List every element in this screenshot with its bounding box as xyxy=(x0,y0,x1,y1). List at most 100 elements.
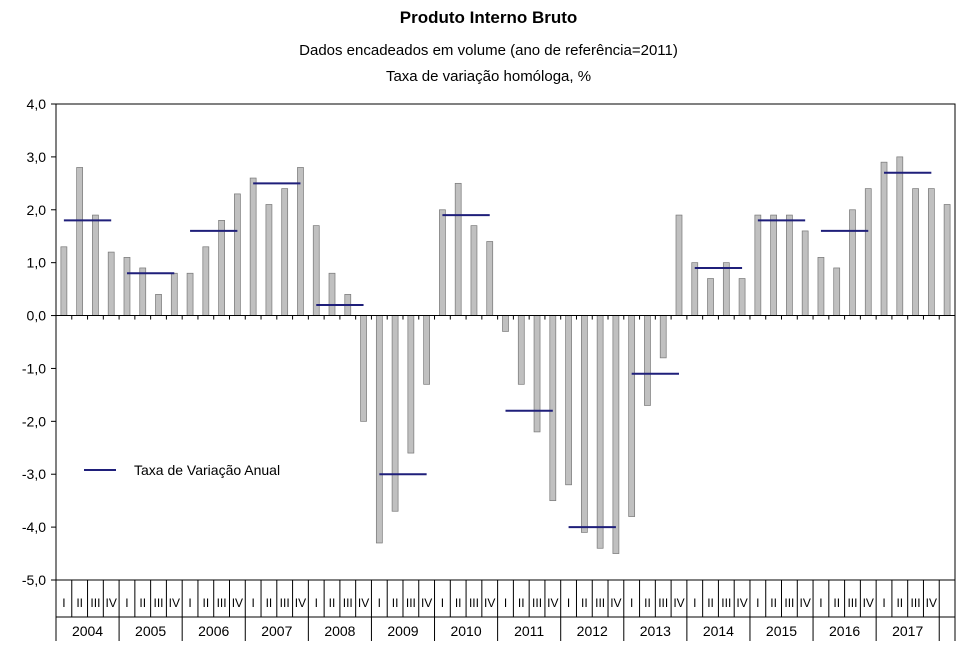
quarter-label: IV xyxy=(863,596,874,610)
bar-quarter-51 xyxy=(849,209,856,316)
bar-quarter-26 xyxy=(454,182,462,316)
bar-quarter-43 xyxy=(722,262,730,316)
quarter-label: II xyxy=(329,596,336,610)
bar-quarter-41 xyxy=(691,262,699,316)
y-tick-label: -1,0 xyxy=(22,360,46,376)
year-label-2011: 2011 xyxy=(514,623,544,639)
quarter-label: III xyxy=(280,596,290,610)
bar-quarter-40 xyxy=(675,214,683,316)
y-tick-label: 2,0 xyxy=(27,202,47,218)
quarter-label: III xyxy=(847,596,857,610)
bar-quarter-31 xyxy=(533,315,541,433)
bar-quarter-47 xyxy=(786,214,793,316)
quarter-label: I xyxy=(315,596,318,610)
year-label-2017: 2017 xyxy=(892,623,923,639)
bar-quarter-30 xyxy=(517,315,525,385)
quarter-label: IV xyxy=(799,596,810,610)
quarter-label: II xyxy=(833,596,840,610)
bar-quarter-37 xyxy=(628,315,636,517)
chart-subtitle: Dados encadeados em volume (ano de refer… xyxy=(299,42,678,59)
bar-quarter-27 xyxy=(470,225,478,316)
bar-quarter-42 xyxy=(707,278,714,316)
bar-quarter-56 xyxy=(927,188,935,316)
quarter-label: IV xyxy=(169,596,180,610)
bar-quarter-39 xyxy=(659,315,667,359)
quarter-label: III xyxy=(343,596,353,610)
bar-quarter-34 xyxy=(581,315,588,533)
quarter-label: IV xyxy=(484,596,495,610)
bar-quarter-44 xyxy=(738,278,746,316)
bar-quarter-45 xyxy=(754,214,762,316)
quarter-label: IV xyxy=(926,596,937,610)
quarter-label: II xyxy=(139,596,146,610)
y-tick-label: 3,0 xyxy=(27,149,47,165)
quarter-label: III xyxy=(532,596,542,610)
quarter-label: I xyxy=(251,596,254,610)
quarter-label: I xyxy=(62,596,65,610)
quarter-label: I xyxy=(441,596,444,610)
bar-quarter-53 xyxy=(880,161,888,316)
bar-quarter-18 xyxy=(328,272,336,316)
quarter-label: II xyxy=(644,596,651,610)
bar-quarter-35 xyxy=(596,315,604,549)
quarter-label: IV xyxy=(547,596,558,610)
quarter-label: II xyxy=(581,596,588,610)
bar-quarter-57 xyxy=(943,204,951,316)
bar-quarter-38 xyxy=(644,315,651,406)
bar-quarter-3 xyxy=(92,214,99,316)
quarter-label: II xyxy=(202,596,209,610)
bar-quarter-12 xyxy=(234,193,241,316)
quarter-label: IV xyxy=(736,596,747,610)
bar-quarter-14 xyxy=(265,204,273,316)
quarter-label: III xyxy=(154,596,164,610)
quarter-label: III xyxy=(406,596,416,610)
y-tick-label: 0,0 xyxy=(27,308,47,324)
y-tick-label: -5,0 xyxy=(22,572,46,588)
quarter-label: I xyxy=(188,596,191,610)
bar-quarter-29 xyxy=(502,315,509,332)
bar-quarter-1 xyxy=(60,246,68,316)
year-label-2014: 2014 xyxy=(703,623,734,639)
quarter-label: I xyxy=(693,596,696,610)
chart-title: Produto Interno Bruto xyxy=(399,8,578,27)
bar-quarter-13 xyxy=(249,177,257,316)
bar-quarter-10 xyxy=(202,246,210,316)
bar-quarter-2 xyxy=(76,167,84,316)
quarter-label: II xyxy=(266,596,273,610)
bar-quarter-25 xyxy=(439,209,446,316)
quarter-label: I xyxy=(504,596,507,610)
bar-quarter-4 xyxy=(107,251,115,316)
quarter-label: IV xyxy=(358,596,369,610)
bar-quarter-17 xyxy=(312,225,320,316)
quarter-label: III xyxy=(911,596,921,610)
year-label-2004: 2004 xyxy=(72,623,103,639)
quarter-label: IV xyxy=(106,596,117,610)
bar-quarter-23 xyxy=(407,315,415,454)
bar-quarter-15 xyxy=(281,188,289,316)
bar-quarter-32 xyxy=(549,315,557,502)
bar-quarter-24 xyxy=(423,315,430,385)
plot-area xyxy=(55,103,956,581)
year-label-2012: 2012 xyxy=(577,623,608,639)
quarter-label: III xyxy=(90,596,100,610)
quarter-label: IV xyxy=(232,596,243,610)
bar-quarter-36 xyxy=(612,315,620,554)
bar-quarter-21 xyxy=(375,315,383,544)
quarter-label: II xyxy=(76,596,83,610)
quarter-label: I xyxy=(756,596,759,610)
quarter-label: I xyxy=(630,596,633,610)
quarter-label: IV xyxy=(610,596,621,610)
year-label-2009: 2009 xyxy=(387,623,418,639)
bar-quarter-5 xyxy=(123,257,131,316)
y-tick-label: 4,0 xyxy=(27,96,47,112)
bar-quarter-28 xyxy=(486,241,494,316)
bar-quarter-48 xyxy=(801,230,809,316)
bar-quarter-52 xyxy=(864,188,872,316)
year-label-2006: 2006 xyxy=(198,623,229,639)
quarter-label: II xyxy=(896,596,903,610)
quarter-label: III xyxy=(721,596,731,610)
quarter-label: II xyxy=(392,596,399,610)
quarter-label: III xyxy=(469,596,479,610)
quarter-label: III xyxy=(595,596,605,610)
